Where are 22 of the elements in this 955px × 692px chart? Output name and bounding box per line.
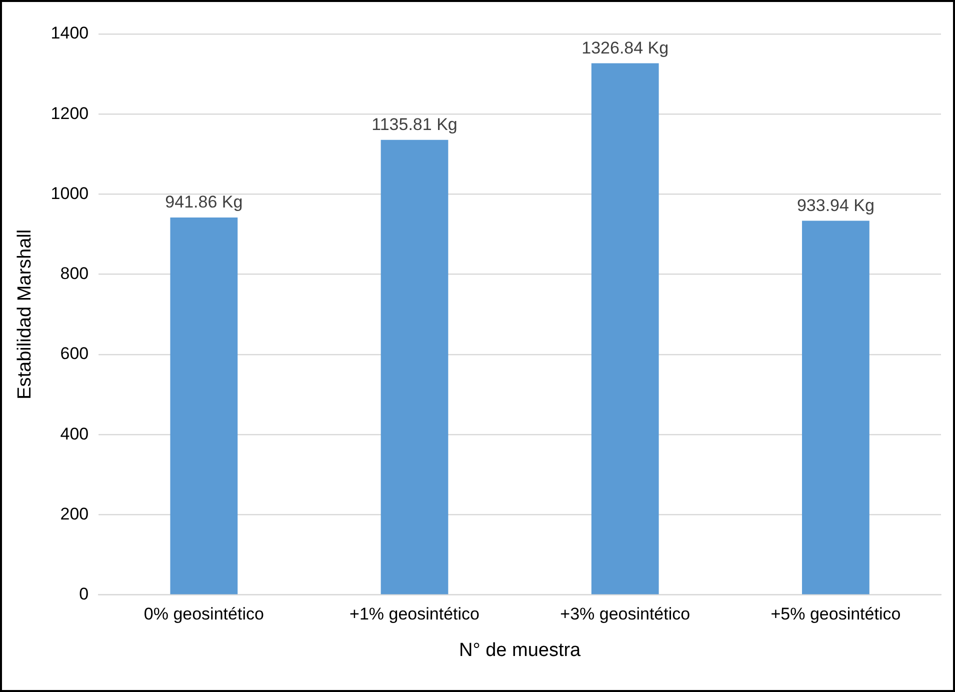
- data-label: 933.94 Kg: [796, 196, 874, 215]
- y-tick-label: 0: [79, 584, 89, 604]
- y-tick-label: 1400: [50, 24, 89, 43]
- y-tick-label: 600: [60, 344, 89, 364]
- x-tick-label: +5% geosintético: [770, 604, 901, 624]
- x-tick-label: +1% geosintético: [350, 604, 480, 624]
- x-tick-label: 0% geosintético: [144, 604, 264, 624]
- y-tick-label: 800: [60, 264, 89, 284]
- y-tick-label: 400: [60, 424, 89, 444]
- bar: [802, 220, 870, 594]
- x-tick-label: +3% geosintético: [560, 604, 690, 624]
- bar: [380, 140, 448, 594]
- x-axis-title: N° de muestra: [458, 640, 582, 661]
- bar: [591, 63, 659, 594]
- data-label: 1135.81 Kg: [372, 115, 458, 134]
- y-tick-label: 1200: [50, 104, 89, 123]
- y-tick-label: 1000: [50, 184, 89, 203]
- y-axis-title: Estabilidad Marshall: [14, 229, 36, 400]
- data-label: 941.86 Kg: [165, 192, 243, 212]
- bar: [170, 218, 238, 594]
- data-label: 1326.84 Kg: [582, 38, 669, 58]
- y-tick-label: 200: [60, 504, 89, 524]
